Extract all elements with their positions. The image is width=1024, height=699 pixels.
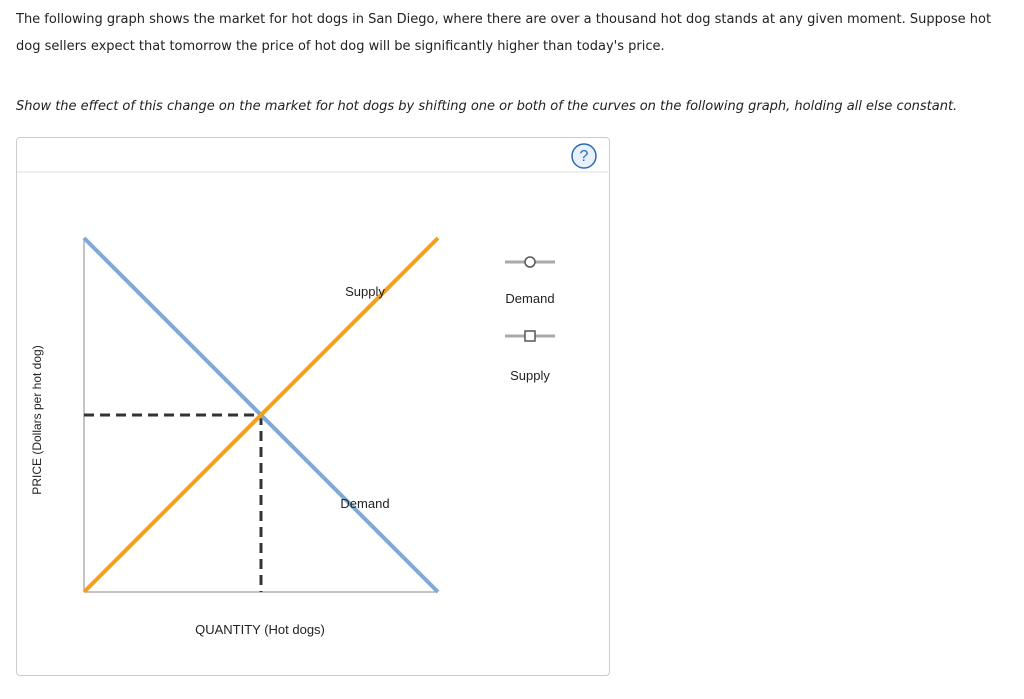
question-text: The following graph shows the market for…	[16, 12, 992, 54]
legend-supply-label: Supply	[510, 368, 550, 383]
help-icon-text[interactable]: ?	[580, 148, 589, 165]
legend-demand-label: Demand	[505, 291, 554, 306]
instruction-text: Show the effect of this change on the ma…	[16, 99, 958, 114]
legend-demand-marker[interactable]	[524, 256, 536, 268]
x-axis-label: QUANTITY (Hot dogs)	[195, 622, 325, 637]
demand-curve-label: Demand	[340, 496, 389, 511]
help-icon[interactable]	[571, 143, 597, 169]
supply-curve[interactable]	[82, 236, 440, 594]
y-axis-label: PRICE (Dollars per hot dog)	[30, 345, 44, 494]
graph-panel	[16, 137, 610, 676]
legend-supply-marker[interactable]	[524, 330, 536, 342]
supply-curve-label: Supply	[345, 284, 385, 299]
